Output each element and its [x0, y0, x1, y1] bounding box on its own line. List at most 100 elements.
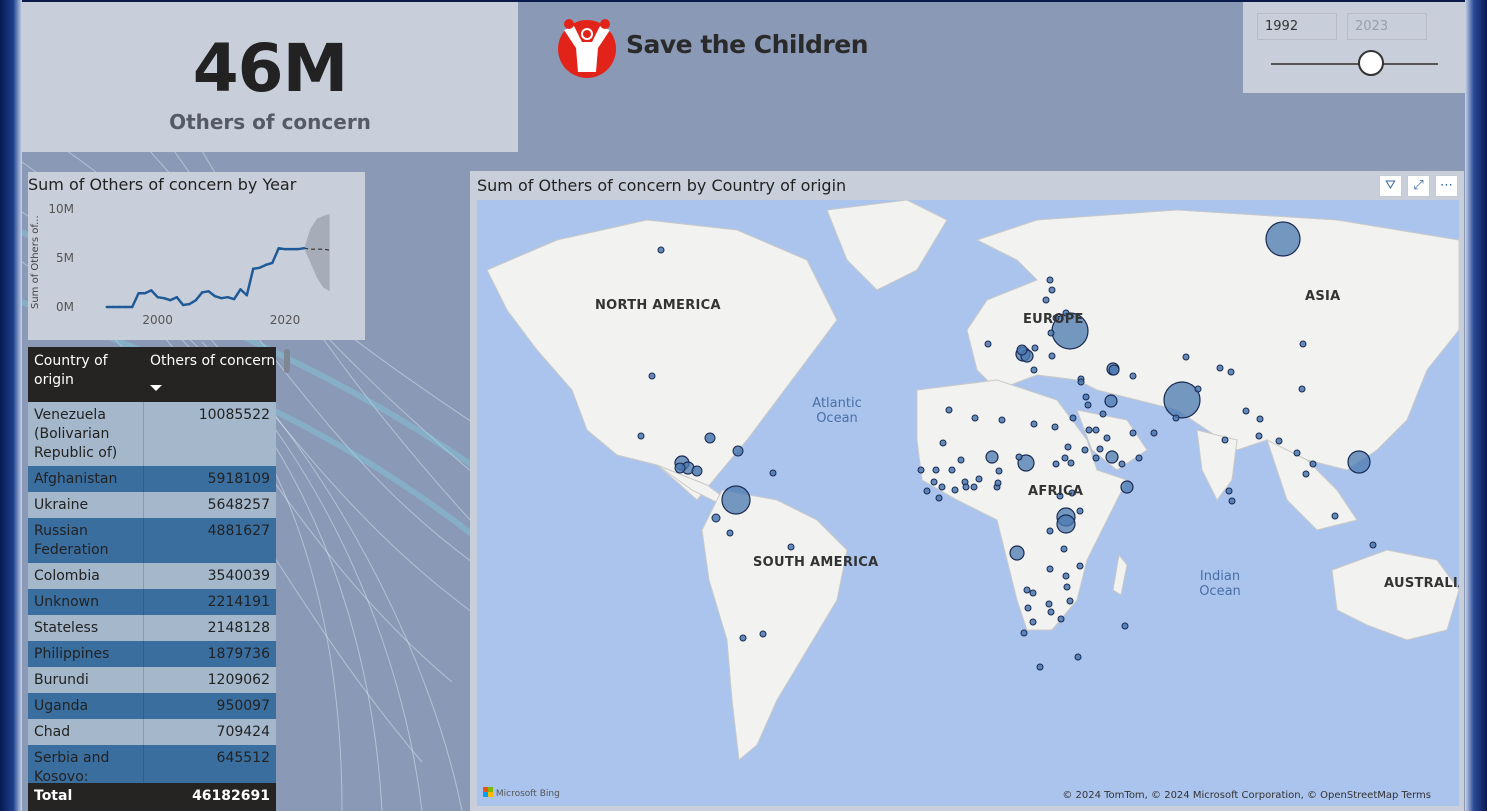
map-bubble[interactable] — [1163, 381, 1201, 419]
map-bubble[interactable] — [1076, 562, 1084, 570]
map-bubble[interactable] — [1048, 352, 1056, 360]
map-bubble[interactable] — [1255, 432, 1263, 440]
table-row[interactable]: Philippines 1879736 — [28, 641, 276, 667]
map-bubble[interactable] — [1104, 394, 1118, 408]
map-bubble[interactable] — [691, 465, 703, 477]
map-bubble[interactable] — [1150, 429, 1158, 437]
map-bubble[interactable] — [648, 372, 656, 380]
map-bubble[interactable] — [962, 483, 970, 491]
table-scrollbar[interactable] — [282, 347, 292, 811]
map-bubble[interactable] — [1298, 385, 1306, 393]
terms-link[interactable]: Terms — [1401, 790, 1431, 801]
table-row[interactable]: Afghanistan 5918109 — [28, 466, 276, 492]
map-bubble[interactable] — [674, 462, 686, 474]
map-bubble[interactable] — [1293, 449, 1301, 457]
map-bubble[interactable] — [1030, 420, 1038, 428]
map-bubble[interactable] — [1092, 454, 1100, 462]
map-bubble[interactable] — [1046, 565, 1054, 573]
map-bubble[interactable] — [938, 483, 946, 491]
map-bubble[interactable] — [1225, 487, 1233, 495]
map-bubble[interactable] — [1060, 545, 1068, 553]
table-row[interactable]: Uganda 950097 — [28, 693, 276, 719]
map-bubble[interactable] — [1069, 414, 1077, 422]
map-bubble[interactable] — [711, 513, 721, 523]
table-row[interactable]: Ukraine 5648257 — [28, 492, 276, 518]
map-bubble[interactable] — [1020, 629, 1028, 637]
map-bubble[interactable] — [657, 246, 665, 254]
map-bubble[interactable] — [1108, 364, 1120, 376]
map-bubble[interactable] — [1135, 454, 1143, 462]
map-bubble[interactable] — [1062, 572, 1070, 580]
map-bubble[interactable] — [1029, 618, 1037, 626]
map-bubble[interactable] — [1081, 446, 1089, 454]
map-bubble[interactable] — [721, 485, 751, 515]
country-table[interactable]: Country of origin Others of concern Vene… — [28, 347, 276, 811]
map-bubble[interactable] — [1046, 276, 1054, 284]
map-bubble[interactable] — [1221, 436, 1229, 444]
map-bubble[interactable] — [1036, 663, 1044, 671]
map-bubble[interactable] — [1099, 410, 1107, 418]
map-bubble[interactable] — [985, 450, 999, 464]
map-bubble[interactable] — [1092, 426, 1100, 434]
map-bubble[interactable] — [1024, 604, 1032, 612]
more-options-icon[interactable]: ⋯ — [1435, 175, 1458, 197]
map-bubble[interactable] — [984, 340, 992, 348]
end-year-input[interactable] — [1347, 13, 1427, 40]
map-bubble[interactable] — [1066, 597, 1074, 605]
map-bubble[interactable] — [1084, 401, 1092, 409]
map-bubble[interactable] — [1064, 443, 1072, 451]
map-bubble[interactable] — [1016, 344, 1028, 356]
map-bubble[interactable] — [1085, 426, 1093, 434]
map-bubble[interactable] — [1275, 437, 1283, 445]
year-slider-handle[interactable] — [1358, 50, 1385, 76]
map-bubble[interactable] — [975, 475, 983, 483]
sort-descending-icon[interactable] — [150, 385, 162, 391]
map-bubble[interactable] — [939, 439, 947, 447]
map-bubble[interactable] — [787, 543, 795, 551]
focus-mode-icon[interactable]: ⤢ — [1407, 175, 1430, 197]
map-bubble[interactable] — [1129, 372, 1137, 380]
map-bubble[interactable] — [917, 466, 925, 474]
map-bubble[interactable] — [1048, 286, 1056, 294]
map-bubble[interactable] — [1029, 589, 1037, 597]
map-bubble[interactable] — [1194, 385, 1202, 393]
map-bubble[interactable] — [945, 406, 953, 414]
map-bubble[interactable] — [1031, 344, 1039, 352]
map-bubble[interactable] — [935, 494, 943, 502]
map-bubble[interactable] — [957, 456, 965, 464]
map-bubble[interactable] — [704, 432, 716, 444]
map-bubble[interactable] — [1120, 480, 1134, 494]
map-bubble[interactable] — [759, 630, 767, 638]
table-row[interactable]: Stateless 2148128 — [28, 615, 276, 641]
map-bubble[interactable] — [1369, 541, 1377, 549]
map-bubble[interactable] — [1062, 309, 1070, 317]
map-bubble[interactable] — [998, 416, 1006, 424]
table-row[interactable]: Colombia 3540039 — [28, 563, 276, 589]
map-bubble[interactable] — [1067, 459, 1075, 467]
map-bubble[interactable] — [930, 478, 938, 486]
map-bubble[interactable] — [1309, 460, 1317, 468]
map-bubble[interactable] — [995, 467, 1003, 475]
map-bubble[interactable] — [1047, 329, 1055, 337]
map-bubble[interactable] — [1046, 527, 1054, 535]
map-bubble[interactable] — [1045, 600, 1053, 608]
map-bubble[interactable] — [1052, 314, 1060, 322]
map-bubble[interactable] — [951, 486, 959, 494]
table-row[interactable]: Serbia and Kosovo: 645512 — [28, 745, 276, 790]
table-scrollbar-thumb[interactable] — [284, 349, 290, 373]
map-bubble[interactable] — [1105, 450, 1119, 464]
map-bubble[interactable] — [1056, 492, 1064, 500]
year-slider-track[interactable] — [1271, 63, 1438, 65]
table-row[interactable]: Unknown 2214191 — [28, 589, 276, 615]
map-bubble[interactable] — [739, 634, 747, 642]
map-bubble[interactable] — [1077, 378, 1085, 386]
table-row[interactable]: Venezuela (Bolivarian Republic of) 100855… — [28, 402, 276, 466]
map-bubble[interactable] — [1042, 296, 1050, 304]
map-bubble[interactable] — [1302, 470, 1310, 478]
map-bubble[interactable] — [1227, 368, 1235, 376]
map-bubble[interactable] — [1056, 514, 1076, 534]
map-bubble[interactable] — [732, 445, 744, 457]
map-bubble[interactable] — [1076, 507, 1084, 515]
map-bubble[interactable] — [1023, 586, 1031, 594]
map-bubble[interactable] — [1051, 423, 1059, 431]
